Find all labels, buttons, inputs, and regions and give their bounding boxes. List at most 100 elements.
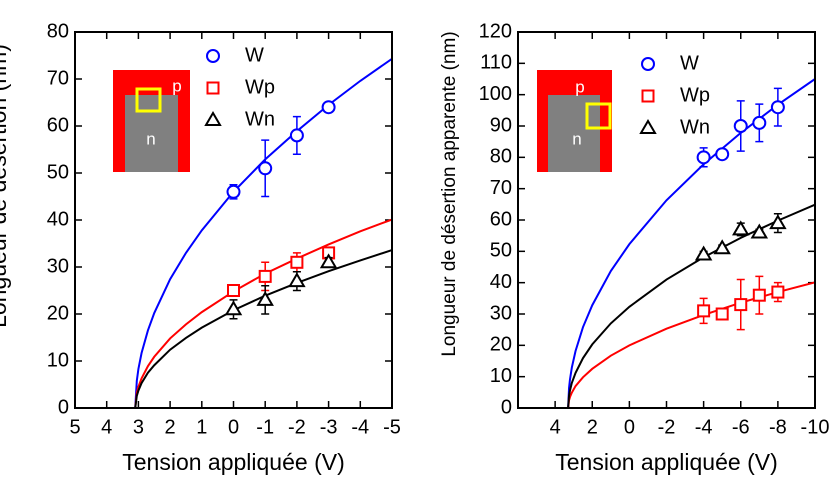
y-tick-label: 80 bbox=[47, 20, 69, 42]
legend-marker bbox=[206, 49, 220, 63]
x-tick-label: -1 bbox=[256, 416, 274, 438]
legend-label: W bbox=[245, 44, 264, 66]
legend-marker bbox=[641, 89, 655, 103]
y-tick-label: 50 bbox=[47, 161, 69, 183]
marker bbox=[734, 298, 748, 312]
y-tick-label: 10 bbox=[47, 349, 69, 371]
y-tick-label: 90 bbox=[490, 114, 512, 136]
marker bbox=[258, 161, 273, 176]
fit-line bbox=[134, 57, 392, 408]
marker bbox=[752, 115, 767, 130]
plot-frame bbox=[517, 31, 816, 409]
inset-n-region bbox=[548, 95, 600, 172]
marker bbox=[697, 304, 711, 318]
x-tick-label: 0 bbox=[228, 416, 239, 438]
y-tick-label: 50 bbox=[490, 240, 512, 262]
y-tick-label: 10 bbox=[490, 365, 512, 387]
y-axis-label: Longueur de désertion (nm) bbox=[0, 44, 11, 328]
marker bbox=[713, 239, 731, 255]
x-tick-label: -6 bbox=[732, 416, 750, 438]
marker bbox=[732, 220, 750, 236]
y-tick-label: 40 bbox=[47, 208, 69, 230]
x-tick-label: -10 bbox=[801, 416, 830, 438]
fit-line bbox=[134, 218, 392, 408]
inset-left: p n bbox=[113, 70, 190, 172]
marker bbox=[750, 223, 769, 239]
marker bbox=[733, 119, 748, 133]
marker bbox=[224, 300, 243, 316]
legend-marker bbox=[204, 111, 222, 126]
legend-label: W bbox=[680, 52, 699, 74]
marker bbox=[290, 255, 304, 269]
legend-label: Wp bbox=[245, 76, 275, 98]
x-axis-label: Tension appliquée (V) bbox=[122, 449, 344, 475]
inset-label: p bbox=[172, 76, 181, 95]
marker bbox=[258, 269, 272, 283]
marker bbox=[769, 214, 787, 230]
y-tick-label: 110 bbox=[480, 52, 512, 74]
marker bbox=[715, 147, 730, 162]
x-tick-label: -5 bbox=[383, 416, 401, 438]
y-axis-label: Longueur de désertion apparente (nm) bbox=[439, 31, 460, 356]
marker bbox=[256, 290, 274, 306]
marker bbox=[771, 285, 785, 299]
marker bbox=[696, 150, 711, 165]
legend-marker bbox=[639, 119, 657, 134]
legend-label: Wn bbox=[680, 116, 710, 138]
x-tick-label: 2 bbox=[587, 416, 598, 438]
y-tick-label: 60 bbox=[490, 208, 512, 230]
x-tick-label: -2 bbox=[288, 416, 306, 438]
y-tick-label: 0 bbox=[501, 396, 512, 418]
x-tick-label: -2 bbox=[658, 416, 676, 438]
y-tick-label: 20 bbox=[490, 334, 512, 356]
x-tick-label: 1 bbox=[196, 416, 207, 438]
x-tick-label: -4 bbox=[351, 416, 369, 438]
marker bbox=[752, 288, 766, 302]
x-tick-label: 4 bbox=[550, 416, 561, 438]
marker bbox=[288, 272, 306, 288]
y-tick-label: 30 bbox=[490, 302, 512, 324]
y-tick-label: 40 bbox=[490, 271, 512, 293]
y-tick-label: 60 bbox=[47, 114, 69, 136]
x-axis-label: Tension appliquée (V) bbox=[555, 449, 777, 475]
x-tick-label: -3 bbox=[320, 416, 338, 438]
y-tick-label: 20 bbox=[47, 302, 69, 324]
x-tick-label: 5 bbox=[69, 416, 80, 438]
x-tick-label: 2 bbox=[165, 416, 176, 438]
inset-right: p n bbox=[537, 70, 612, 172]
inset-label: n bbox=[146, 129, 155, 148]
marker bbox=[226, 184, 241, 199]
fit-line bbox=[134, 249, 392, 408]
x-tick-label: 4 bbox=[101, 416, 112, 438]
y-tick-label: 100 bbox=[479, 83, 512, 105]
x-tick-label: 0 bbox=[624, 416, 635, 438]
legend-label: Wn bbox=[245, 108, 275, 130]
marker bbox=[321, 100, 336, 115]
inset-probe bbox=[585, 102, 612, 130]
x-tick-label: -8 bbox=[769, 416, 787, 438]
y-tick-label: 30 bbox=[47, 255, 69, 277]
x-tick-label: -4 bbox=[695, 416, 713, 438]
y-tick-label: 70 bbox=[47, 67, 69, 89]
inset-label: p bbox=[575, 77, 584, 96]
y-tick-label: 80 bbox=[490, 146, 512, 168]
legend-marker bbox=[641, 57, 655, 71]
marker bbox=[694, 245, 713, 261]
x-tick-label: 3 bbox=[133, 416, 144, 438]
legend-label: Wp bbox=[680, 84, 710, 106]
inset-n-region bbox=[125, 95, 178, 172]
marker bbox=[770, 100, 785, 115]
plot-frame bbox=[74, 31, 393, 409]
marker bbox=[227, 284, 240, 297]
marker bbox=[715, 307, 729, 321]
y-tick-label: 0 bbox=[58, 396, 69, 418]
y-tick-label: 120 bbox=[479, 20, 512, 42]
fit-line bbox=[567, 203, 815, 408]
marker bbox=[289, 128, 304, 143]
marker bbox=[319, 253, 338, 269]
inset-label: n bbox=[572, 129, 581, 148]
inset-probe bbox=[135, 87, 162, 113]
